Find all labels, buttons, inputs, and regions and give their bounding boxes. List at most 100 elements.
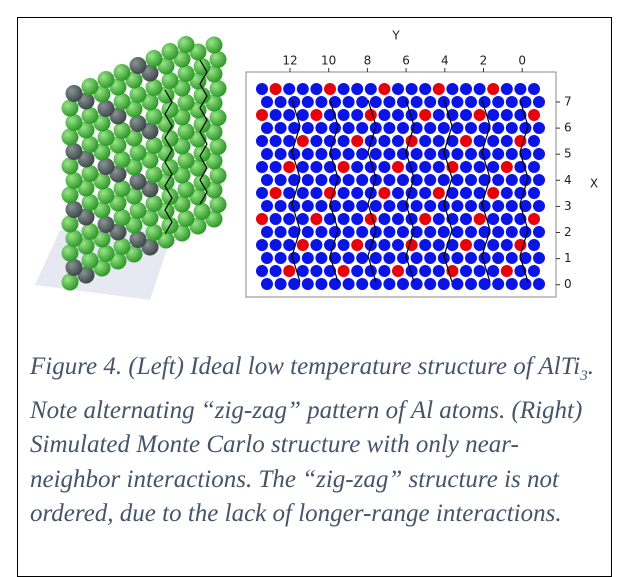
atom	[460, 239, 472, 251]
atom	[392, 239, 404, 251]
atom	[492, 252, 504, 264]
atom	[411, 96, 423, 108]
atom	[343, 252, 355, 264]
atom	[270, 135, 282, 147]
atom	[338, 109, 350, 121]
atom	[194, 87, 211, 104]
atom	[283, 83, 295, 95]
atom	[315, 252, 327, 264]
right-tick-label: 3	[564, 199, 572, 213]
atom	[356, 148, 368, 160]
atom	[438, 174, 450, 186]
atom	[501, 265, 513, 277]
atom	[370, 96, 382, 108]
atom	[506, 278, 518, 290]
atom	[351, 213, 363, 225]
atom	[351, 161, 363, 173]
atom	[324, 83, 336, 95]
atom	[82, 107, 99, 124]
page: Y X 12108642076543210 Figure 4. (Left) I…	[0, 0, 629, 566]
atom	[130, 86, 147, 103]
atom	[514, 83, 526, 95]
atom	[130, 144, 147, 161]
atom	[460, 213, 472, 225]
atom	[433, 109, 445, 121]
atom	[275, 96, 287, 108]
atom	[356, 200, 368, 212]
atom	[465, 122, 477, 134]
atom	[130, 202, 147, 219]
atom	[256, 239, 268, 251]
right-tick-label: 7	[564, 95, 572, 109]
atom	[66, 114, 83, 131]
atom	[315, 226, 327, 238]
atom	[356, 174, 368, 186]
atom	[492, 226, 504, 238]
atom	[533, 96, 545, 108]
atom	[256, 161, 268, 173]
atom	[383, 148, 395, 160]
atom	[465, 226, 477, 238]
right-tick-label: 2	[564, 225, 572, 239]
atom	[146, 137, 163, 154]
atom	[506, 200, 518, 212]
atom	[310, 161, 322, 173]
atom	[130, 231, 147, 248]
atom	[66, 230, 83, 247]
atom	[392, 109, 404, 121]
atom	[411, 148, 423, 160]
atom	[210, 109, 227, 126]
right-axis-label: X	[590, 177, 598, 191]
atom	[98, 216, 115, 233]
atom	[351, 109, 363, 121]
atom	[433, 83, 445, 95]
atom	[66, 259, 83, 276]
atom	[162, 159, 179, 176]
atom	[519, 174, 531, 186]
atom	[528, 83, 540, 95]
atom	[487, 187, 499, 199]
atom	[283, 213, 295, 225]
atom	[501, 161, 513, 173]
atom	[451, 200, 463, 212]
atom	[302, 226, 314, 238]
atom	[256, 83, 268, 95]
atom	[451, 226, 463, 238]
atom	[275, 200, 287, 212]
atom	[210, 196, 227, 213]
atom	[315, 122, 327, 134]
atom	[474, 265, 486, 277]
atom	[356, 252, 368, 264]
atom	[528, 213, 540, 225]
atom	[256, 265, 268, 277]
atom	[114, 209, 131, 226]
atom	[315, 148, 327, 160]
atom	[310, 265, 322, 277]
atom	[256, 187, 268, 199]
atom	[310, 213, 322, 225]
atom	[378, 265, 390, 277]
atom	[297, 239, 309, 251]
atom	[465, 200, 477, 212]
atom	[210, 138, 227, 155]
atom	[338, 213, 350, 225]
atom	[465, 278, 477, 290]
atom	[178, 94, 195, 111]
atom	[297, 161, 309, 173]
atom	[492, 96, 504, 108]
atom	[62, 100, 79, 117]
atom	[487, 135, 499, 147]
atom	[487, 161, 499, 173]
atom	[256, 135, 268, 147]
atom	[302, 122, 314, 134]
atom	[297, 83, 309, 95]
atom	[506, 148, 518, 160]
atom	[66, 85, 83, 102]
atom	[146, 108, 163, 125]
atom	[98, 187, 115, 204]
atom	[370, 252, 382, 264]
atom	[261, 148, 273, 160]
atom	[451, 148, 463, 160]
atom	[297, 135, 309, 147]
atom	[178, 36, 195, 53]
